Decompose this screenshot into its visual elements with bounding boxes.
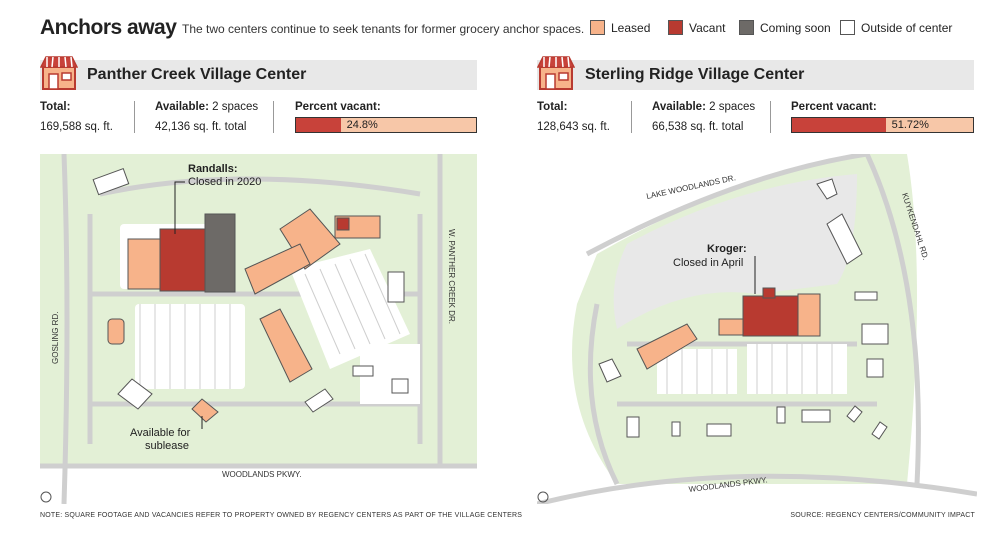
right-percent-fill	[792, 118, 886, 132]
right-total-label: Total:	[537, 101, 568, 113]
left-divider-2	[273, 101, 274, 133]
left-building-outside-sw	[117, 378, 153, 410]
left-building-outpad	[92, 168, 130, 196]
left-roads	[40, 154, 477, 504]
right-building-leased-w	[718, 318, 744, 336]
right-building-outside-s4	[776, 406, 786, 424]
right-outside-area	[613, 174, 857, 329]
legend-swatch-coming-soon	[739, 20, 754, 35]
right-center-name: Sterling Ridge Village Center	[585, 66, 805, 83]
left-callout-sublease-2: sublease	[145, 440, 189, 452]
right-building-outside-s5	[801, 409, 831, 423]
left-building-leased-strip	[244, 243, 311, 295]
left-callout-randalls-text: Closed in 2020	[188, 176, 261, 188]
legend-vacant: Vacant	[668, 20, 725, 35]
left-building-leased-center	[259, 308, 313, 383]
source-credit: SOURCE: REGENCY CENTERS/COMMUNITY IMPACT	[790, 512, 975, 519]
right-header-bar	[537, 60, 974, 90]
footnote: NOTE: SQUARE FOOTAGE AND VACANCIES REFER…	[40, 512, 523, 519]
left-building-sublease	[191, 398, 219, 423]
legend-label-outside: Outside of center	[861, 20, 953, 35]
left-site-map: Randalls: Closed in 2020 Available for s…	[40, 154, 477, 504]
left-parking-stripes	[139, 253, 401, 389]
right-parking-stripes	[666, 344, 833, 394]
right-building-outside-e1	[854, 291, 878, 301]
right-building-outside-s3	[706, 423, 732, 437]
left-building-randalls-vacant	[159, 228, 206, 292]
left-percent-fill	[296, 118, 341, 132]
right-building-outside-s1	[626, 416, 640, 438]
right-building-outside-s7	[871, 421, 888, 440]
legend-leased: Leased	[590, 20, 650, 35]
left-available-count: 2 spaces	[212, 101, 259, 113]
right-site-map: Kroger: Closed in April LAKE WOODLANDS D…	[537, 154, 977, 504]
right-parking	[657, 344, 847, 394]
right-available-count: 2 spaces	[709, 101, 756, 113]
left-available-value: 42,136 sq. ft. total	[155, 121, 247, 133]
right-building-outside-w	[598, 358, 622, 383]
left-building-outside-se	[391, 378, 409, 394]
right-available-label: Available: 2 spaces	[652, 101, 756, 113]
left-building-leased-west	[127, 238, 161, 290]
right-building-leased-e	[797, 293, 821, 337]
page-subtitle: The two centers continue to seek tenants…	[182, 22, 585, 36]
right-percent-label: Percent vacant:	[791, 101, 877, 113]
right-percent-bar: 51.72%	[791, 117, 974, 133]
right-callout-kroger-title: Kroger:	[707, 243, 747, 255]
left-total-label: Total:	[40, 101, 71, 113]
storefront-icon	[537, 56, 575, 90]
right-percent-text: 51.72%	[891, 119, 929, 131]
right-building-kroger-vacant	[742, 295, 799, 337]
left-available-label: Available: 2 spaces	[155, 101, 259, 113]
right-building-outside-ne	[826, 213, 863, 265]
right-building-outside-e3	[866, 358, 884, 378]
left-road-gosling: GOSLING RD.	[51, 312, 60, 364]
legend-swatch-vacant	[668, 20, 683, 35]
left-total-value: 169,588 sq. ft.	[40, 121, 113, 133]
left-center-name: Panther Creek Village Center	[87, 66, 307, 83]
right-building-leased-strip	[636, 323, 698, 370]
left-percent-bar: 24.8%	[295, 117, 477, 133]
legend-swatch-outside	[840, 20, 855, 35]
compass-icon	[40, 491, 52, 503]
left-percent-text: 24.8%	[346, 119, 378, 131]
left-park-area	[40, 154, 477, 466]
legend-outside: Outside of center	[840, 20, 952, 35]
storefront-icon	[40, 56, 78, 90]
legend-coming-soon: Coming soon	[739, 20, 831, 35]
page-title: Anchors away	[40, 16, 177, 39]
left-building-outside-s	[304, 388, 334, 413]
right-building-outside-e2	[861, 323, 889, 345]
left-callout-line-randalls	[174, 181, 185, 234]
legend-swatch-leased	[590, 20, 605, 35]
legend-label-leased: Leased	[611, 20, 651, 35]
legend-label-coming-soon: Coming soon	[760, 20, 831, 35]
right-divider-2	[770, 101, 771, 133]
right-building-outside-s2	[671, 421, 681, 437]
left-road-woodlands-pkwy: WOODLANDS PKWY.	[222, 470, 301, 479]
left-building-leased-w	[107, 318, 125, 345]
left-building-outside-se2	[352, 365, 374, 377]
right-callout-kroger-text: Closed in April	[673, 257, 743, 269]
left-callout-sublease-1: Available for	[130, 427, 191, 439]
left-road-panther-creek: W. PANTHER CREEK DR.	[447, 229, 456, 324]
right-divider-1	[631, 101, 632, 133]
left-building-coming-soon	[204, 213, 236, 293]
right-building-kroger-top	[762, 287, 776, 299]
left-callout-randalls-title: Randalls:	[188, 163, 238, 175]
left-header-bar	[40, 60, 477, 90]
left-divider-1	[134, 101, 135, 133]
left-percent-label: Percent vacant:	[295, 101, 381, 113]
right-available-value: 66,538 sq. ft. total	[652, 121, 744, 133]
left-building-outside-e	[387, 271, 405, 303]
right-building-outside-s6	[846, 405, 863, 423]
left-building-vacant-small	[336, 217, 350, 231]
legend-label-vacant: Vacant	[689, 20, 726, 35]
right-total-value: 128,643 sq. ft.	[537, 121, 610, 133]
right-building-outside-n	[816, 178, 838, 200]
compass-icon	[537, 491, 549, 503]
